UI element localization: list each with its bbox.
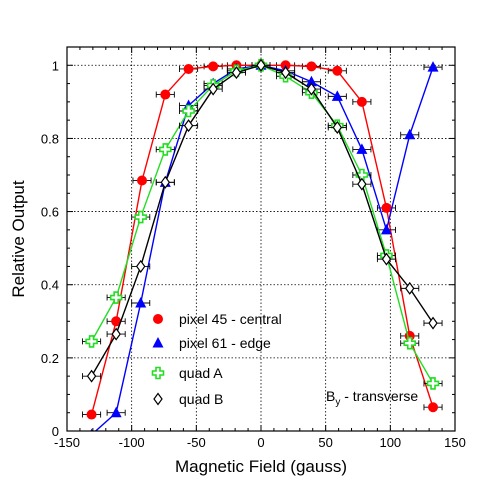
legend-marker [151,366,165,380]
x-tick-label: 100 [379,435,401,450]
data-point [160,89,171,100]
y-tick-label: 0.6 [41,205,59,220]
data-point [90,428,93,431]
data-point [306,82,317,96]
legend-marker [153,314,163,324]
data-point [331,90,343,101]
data-point [182,104,195,118]
data-point [208,82,218,96]
legend-item: pixel 45 - central [153,311,282,327]
data-point [135,297,147,308]
x-axis-title: Magnetic Field (gauss) [175,457,347,476]
data-point [109,291,123,304]
data-point [111,327,121,341]
series-quad-b [82,58,443,383]
data-point [356,96,367,107]
data-point [256,58,266,72]
data-point [280,66,291,80]
series-layer [82,58,443,431]
data-point [86,369,97,383]
data-point [428,402,439,413]
x-tick-label: 50 [318,435,332,450]
legend-label: quad A [179,365,223,381]
data-point [305,75,317,87]
data-point [137,175,148,186]
data-point [111,316,122,327]
legend-marker [153,392,163,406]
data-point [428,316,438,330]
data-point [183,63,194,74]
data-point [356,143,368,154]
axis-ticks: -150 -100 -50 0 50 100 150 0 0.2 0.4 0.6 0.8 1 [41,47,466,450]
y-tick-label: 0.2 [41,351,59,366]
data-point [381,202,392,213]
legend-label: quad B [179,391,223,407]
data-point [332,120,343,134]
y-tick-label: 0.8 [41,131,59,146]
annotation-main: B [326,388,335,404]
x-tick-label: 150 [444,435,466,450]
data-point [381,252,392,266]
y-tick-label: 0.4 [41,278,59,293]
legend-label: pixel 45 - central [179,311,282,327]
y-axis-title: Relative Output [9,180,28,297]
data-point [427,61,439,72]
data-point [208,61,219,72]
data-point [110,406,122,418]
field-annotation: By - transverse [326,388,418,408]
data-point [134,210,148,224]
legend: pixel 45 - central pixel 61 - edge quad A q… [151,311,282,407]
data-point [306,61,317,72]
data-point [231,66,242,80]
series-line [94,64,434,431]
legend-item: quad B [153,391,223,407]
legend-item: quad A [151,365,223,381]
x-tick-label: 0 [257,435,264,450]
data-point [404,128,416,140]
y-tick-label: 0 [52,424,59,439]
data-point [158,143,172,156]
annotation-rest: - transverse [340,388,418,404]
x-tick-label: -150 [54,435,80,450]
data-point [183,119,194,133]
data-point [86,409,97,420]
legend-item: pixel 61 - edge [152,335,271,351]
data-point [404,281,415,295]
data-point [403,336,417,350]
series-pixel-45-central [82,60,443,420]
y-tick-label: 1 [52,58,59,73]
data-point [357,177,367,191]
data-point [135,259,146,273]
legend-label: pixel 61 - edge [179,335,271,351]
legend-marker [152,337,164,348]
annotation-sub: y [335,397,340,408]
data-point [85,335,98,348]
x-tick-label: -50 [187,435,206,450]
data-point [380,223,392,235]
data-point [332,65,343,76]
x-tick-label: -100 [119,435,145,450]
data-point [426,377,440,390]
data-point [160,175,171,189]
